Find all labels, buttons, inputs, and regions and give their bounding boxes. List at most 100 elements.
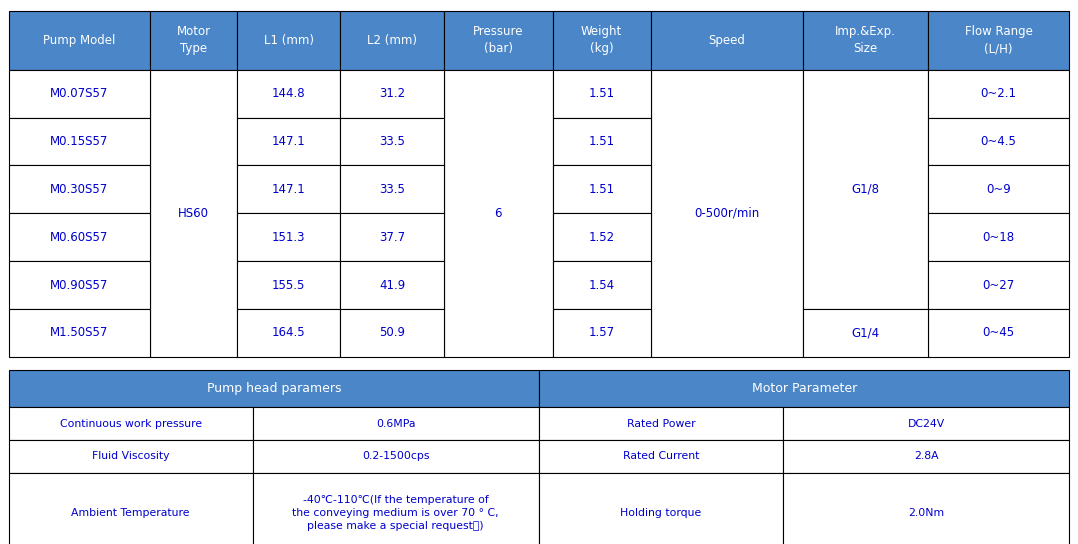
Text: 33.5: 33.5 (379, 135, 405, 148)
Text: 1.57: 1.57 (589, 326, 614, 339)
Text: 1.51: 1.51 (589, 135, 614, 148)
Text: 0-500r/min: 0-500r/min (694, 207, 759, 220)
Bar (553, 165, 650, 213)
Bar (237, 309, 341, 357)
Bar (237, 118, 341, 165)
Text: 147.1: 147.1 (272, 183, 306, 196)
Text: Flow Range
(L/H): Flow Range (L/H) (965, 25, 1033, 55)
Text: 147.1: 147.1 (272, 135, 306, 148)
Bar (553, 213, 650, 261)
Bar (803, 70, 928, 309)
Bar (783, 440, 1069, 473)
Bar (539, 473, 783, 544)
Text: 1.54: 1.54 (589, 279, 614, 292)
Text: 6: 6 (495, 207, 502, 220)
Bar (9, 309, 150, 357)
Bar (9, 11, 150, 70)
Text: M0.15S57: M0.15S57 (51, 135, 109, 148)
Bar (539, 370, 1069, 407)
Text: 1.51: 1.51 (589, 87, 614, 100)
Bar (553, 70, 650, 118)
Bar (539, 407, 783, 440)
Text: M0.90S57: M0.90S57 (51, 279, 109, 292)
Text: Pump head paramers: Pump head paramers (207, 382, 341, 395)
Text: 155.5: 155.5 (272, 279, 305, 292)
Text: 0~45: 0~45 (982, 326, 1014, 339)
Text: L1 (mm): L1 (mm) (264, 34, 314, 47)
Bar (252, 407, 539, 440)
Text: Weight
(kg): Weight (kg) (581, 25, 622, 55)
Bar (928, 118, 1069, 165)
Text: 2.0Nm: 2.0Nm (908, 508, 944, 518)
Text: 0~9: 0~9 (986, 183, 1011, 196)
Text: Pump Model: Pump Model (43, 34, 115, 47)
Text: 2.8A: 2.8A (914, 452, 939, 461)
Bar (341, 213, 444, 261)
Text: 0.6MPa: 0.6MPa (376, 419, 415, 429)
Text: 1.51: 1.51 (589, 183, 614, 196)
Bar (150, 70, 237, 357)
Bar (341, 70, 444, 118)
Bar (237, 11, 341, 70)
Text: Rated Current: Rated Current (623, 452, 700, 461)
Bar (9, 213, 150, 261)
Bar (9, 261, 150, 309)
Text: HS60: HS60 (178, 207, 209, 220)
Bar (9, 473, 252, 544)
Bar (341, 11, 444, 70)
Bar (237, 261, 341, 309)
Bar (9, 165, 150, 213)
Text: L2 (mm): L2 (mm) (368, 34, 417, 47)
Bar (803, 11, 928, 70)
Bar (341, 165, 444, 213)
Bar (9, 118, 150, 165)
Text: M0.30S57: M0.30S57 (51, 183, 109, 196)
Text: 50.9: 50.9 (379, 326, 405, 339)
Text: Motor
Type: Motor Type (177, 25, 210, 55)
Bar (9, 407, 252, 440)
Bar (237, 213, 341, 261)
Bar (553, 261, 650, 309)
Text: 33.5: 33.5 (379, 183, 405, 196)
Text: 0~27: 0~27 (982, 279, 1014, 292)
Bar (444, 70, 553, 357)
Text: 31.2: 31.2 (379, 87, 405, 100)
Text: Ambient Temperature: Ambient Temperature (71, 508, 190, 518)
Text: M1.50S57: M1.50S57 (51, 326, 109, 339)
Text: Pressure
(bar): Pressure (bar) (473, 25, 524, 55)
Bar (650, 70, 803, 357)
Text: Rated Power: Rated Power (626, 419, 695, 429)
Text: 0~4.5: 0~4.5 (981, 135, 1017, 148)
Bar (553, 11, 650, 70)
Text: G1/4: G1/4 (852, 326, 880, 339)
Text: Continuous work pressure: Continuous work pressure (59, 419, 202, 429)
Bar (650, 11, 803, 70)
Bar (783, 473, 1069, 544)
Bar (783, 407, 1069, 440)
Text: M0.60S57: M0.60S57 (51, 231, 109, 244)
Text: 0.2-1500cps: 0.2-1500cps (362, 452, 429, 461)
Bar (928, 70, 1069, 118)
Bar (928, 309, 1069, 357)
Bar (553, 118, 650, 165)
Bar (150, 11, 237, 70)
Bar (341, 309, 444, 357)
Bar (928, 11, 1069, 70)
Bar (928, 261, 1069, 309)
Text: -40℃-110℃(If the temperature of
the conveying medium is over 70 ° C,
please make: -40℃-110℃(If the temperature of the conv… (292, 495, 499, 531)
Bar (9, 440, 252, 473)
Text: Imp.&Exp.
Size: Imp.&Exp. Size (835, 25, 896, 55)
Text: Speed: Speed (708, 34, 745, 47)
Text: Motor Parameter: Motor Parameter (751, 382, 857, 395)
Text: DC24V: DC24V (908, 419, 944, 429)
Bar (928, 165, 1069, 213)
Bar (553, 309, 650, 357)
Text: 151.3: 151.3 (272, 231, 305, 244)
Bar (341, 118, 444, 165)
Text: 37.7: 37.7 (379, 231, 405, 244)
Text: 1.52: 1.52 (589, 231, 614, 244)
Bar (539, 440, 783, 473)
Bar (252, 473, 539, 544)
Bar (444, 11, 553, 70)
Text: 164.5: 164.5 (272, 326, 305, 339)
